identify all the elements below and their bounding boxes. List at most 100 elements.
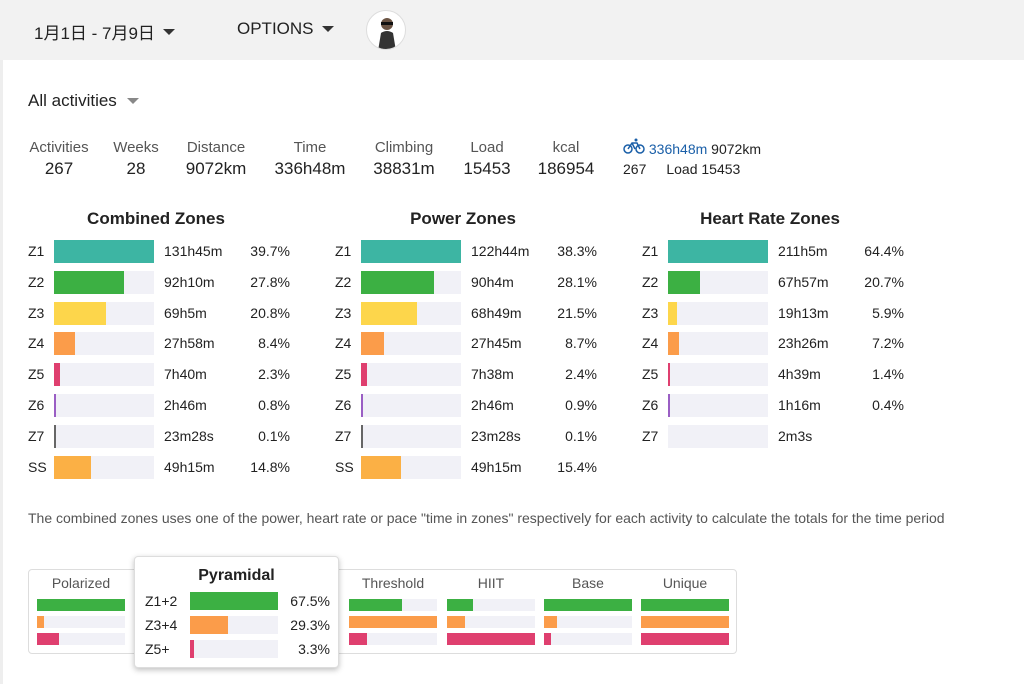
zone-bar-track [54,393,154,417]
zone-bar-fill [361,424,363,448]
zone-bar-track [54,239,154,263]
stat-label: kcal [552,139,580,156]
tooltip-row-label: Z5+ [145,641,170,657]
zone-bar-fill [54,455,92,479]
zone-bar-fill [361,331,384,355]
stat-kcal: kcal 186954 [516,139,616,179]
zone-bar-track [54,331,154,355]
stat-time: Time 336h48m [260,139,360,179]
zone-bar-track [54,362,154,386]
zone-row: Z2 92h10m 27.8% [28,270,290,294]
zone-bar-fill [54,362,60,386]
zone-percent: 64.4% [864,243,904,259]
zone-row: Z2 90h4m 28.1% [335,270,597,294]
training-type-bar-fill [349,633,367,645]
zone-bar-track [361,455,461,479]
zone-bar-track [668,362,768,386]
bike-load: Load 15453 [666,161,741,177]
training-type-bar-fill [544,599,632,611]
zone-time: 23h26m [778,335,829,351]
tooltip-bar-fill [190,592,278,610]
zone-percent: 28.1% [557,274,597,290]
top-bar: 1月1日 - 7月9日 OPTIONS [0,0,1024,60]
date-range-label: 1月1日 - 7月9日 [34,24,155,43]
training-type-bar-track [544,599,632,611]
zone-bar-fill [668,239,768,263]
zone-bar-track [668,424,768,448]
bike-distance: 9072km [711,141,761,157]
zone-time: 69h5m [164,305,207,321]
bike-icon [623,138,645,157]
zone-bar-track [361,362,461,386]
activity-filter-dropdown[interactable]: All activities [28,91,139,111]
training-type-bar-track [447,633,535,645]
zone-row: Z4 27h58m 8.4% [28,331,290,355]
zone-time: 7h40m [164,366,207,382]
options-label: OPTIONS [237,19,314,38]
zone-time: 27h45m [471,335,522,351]
zone-row: Z6 2h46m 0.8% [28,393,290,417]
tooltip-row-label: Z1+2 [145,593,178,609]
zone-bar-track [361,270,461,294]
avatar[interactable] [366,10,406,50]
zone-row: Z1 122h44m 38.3% [335,239,597,263]
zone-bar-fill [361,301,418,325]
options-dropdown[interactable]: OPTIONS [237,19,334,39]
stat-label: Weeks [113,139,159,156]
stat-label: Activities [29,139,89,156]
zone-label: Z2 [642,274,659,290]
zone-bar-track [54,455,154,479]
zone-row: SS 49h15m 15.4% [335,455,597,479]
zone-percent: 14.8% [250,459,290,475]
training-type-bar-track [447,599,535,611]
training-type-hiit[interactable]: HIIT [447,575,535,650]
zone-time: 7h38m [471,366,514,382]
training-type-bar-fill [447,599,474,611]
zone-bar-track [54,270,154,294]
stat-value: 186954 [537,159,595,178]
zone-label: Z4 [335,335,352,351]
zone-bar-fill [361,393,364,417]
zone-bar-fill [54,301,107,325]
zone-bar-fill [361,455,402,479]
training-type-bar-track [641,633,729,645]
tooltip-row-percent: 67.5% [290,593,330,609]
zone-label: Z3 [335,305,352,321]
zone-bar-track [668,301,768,325]
date-range-dropdown[interactable]: 1月1日 - 7月9日 [34,19,175,44]
tooltip-bar-track [190,616,278,634]
stat-label: Distance [186,139,246,156]
zone-row: Z1 211h5m 64.4% [642,239,904,263]
zone-bar-fill [668,270,701,294]
zone-label: Z1 [642,243,659,259]
training-type-bar-fill [641,633,729,645]
zone-time: 49h15m [164,459,215,475]
training-type-bar-track [37,633,125,645]
zone-percent: 5.9% [872,305,904,321]
training-type-name: Unique [662,575,708,591]
stat-value: 9072km [185,159,247,178]
zone-label: Z6 [642,397,659,413]
training-type-base[interactable]: Base [544,575,632,650]
zone-bar-fill [54,424,56,448]
stat-value: 336h48m [274,159,346,178]
stat-value: 38831m [373,159,435,178]
tooltip-row: Z5+ 3.3% [145,637,338,661]
zone-row: Z1 131h45m 39.7% [28,239,290,263]
training-type-bar-track [447,616,535,628]
zone-table-title: Heart Rate Zones [700,209,840,228]
training-type-unique[interactable]: Unique [641,575,729,650]
training-type-threshold[interactable]: Threshold [349,575,437,650]
tooltip-bar-fill [190,616,229,634]
zone-label: Z2 [335,274,352,290]
zone-bar-fill [54,270,125,294]
training-type-bar-track [349,633,437,645]
tooltip-title: Pyramidal [198,567,275,584]
training-type-polarized[interactable]: Polarized [37,575,125,650]
zone-bar-fill [668,393,670,417]
zone-table-title: Combined Zones [87,209,225,228]
zone-row: Z6 2h46m 0.9% [335,393,597,417]
training-type-name: Polarized [51,575,111,591]
training-type-bar-track [544,633,632,645]
training-type-bar-track [544,616,632,628]
